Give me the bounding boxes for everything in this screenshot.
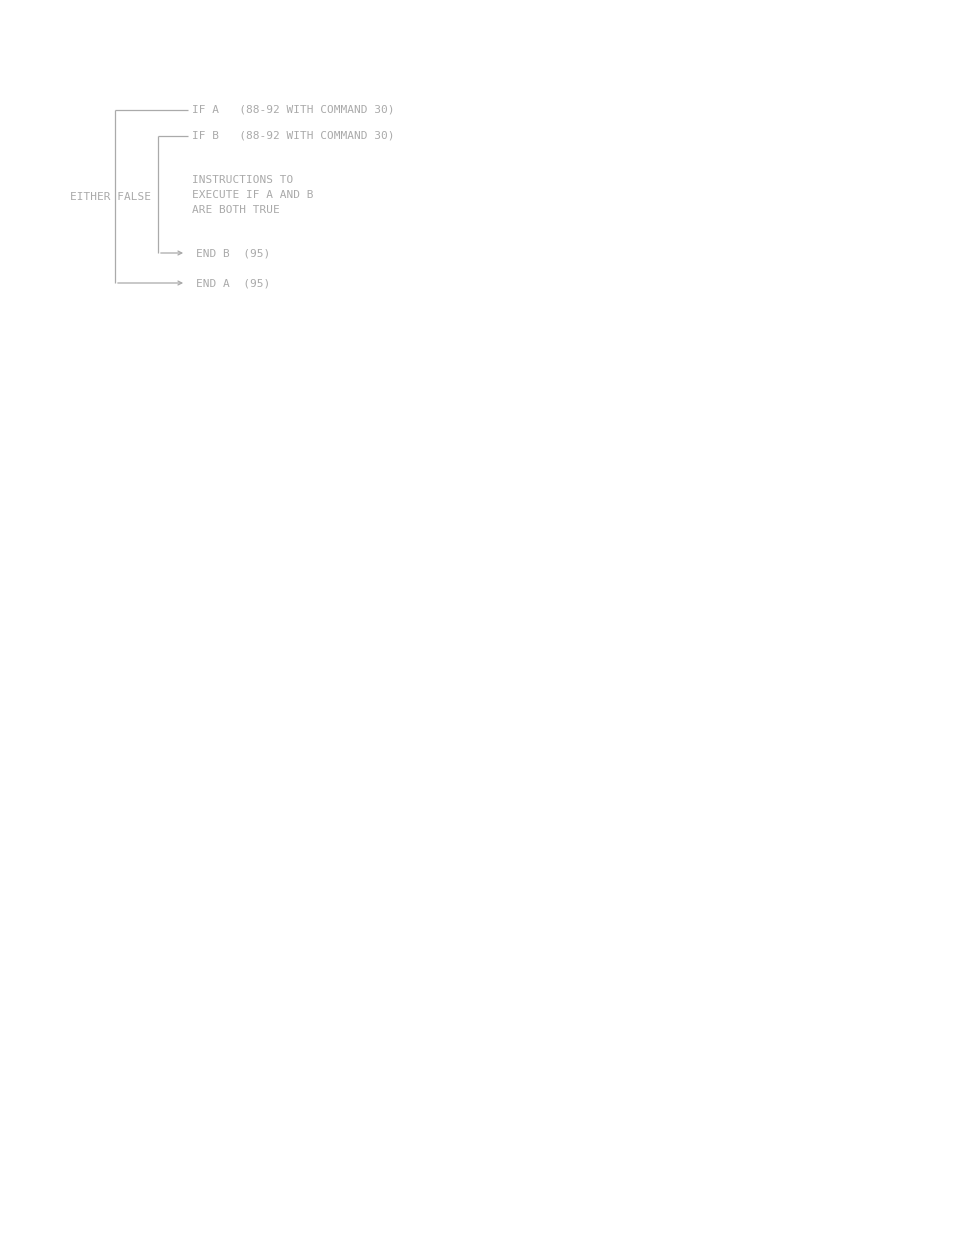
Text: IF B   (88-92 WITH COMMAND 30): IF B (88-92 WITH COMMAND 30) [192,131,395,141]
Text: INSTRUCTIONS TO: INSTRUCTIONS TO [192,175,293,185]
Text: EXECUTE IF A AND B: EXECUTE IF A AND B [192,190,314,200]
Text: END A  (95): END A (95) [195,278,270,288]
Text: ARE BOTH TRUE: ARE BOTH TRUE [192,205,279,215]
Text: END B  (95): END B (95) [195,248,270,258]
Text: EITHER FALSE: EITHER FALSE [70,191,151,201]
Text: IF A   (88-92 WITH COMMAND 30): IF A (88-92 WITH COMMAND 30) [192,105,395,115]
